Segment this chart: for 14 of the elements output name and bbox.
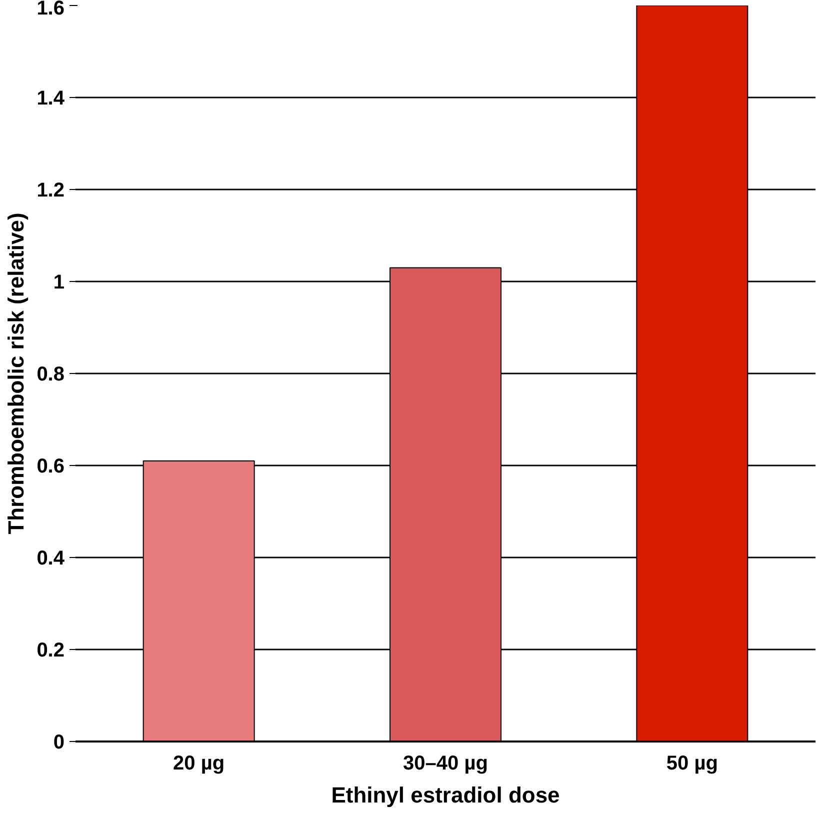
x-tick-label: 50 µg [666, 752, 718, 774]
y-tick-label: 0.2 [36, 640, 65, 662]
y-tick-label: 1 [53, 272, 64, 294]
y-axis-title: Thromboembolic risk (relative) [4, 212, 29, 534]
y-tick-label: 0.4 [36, 548, 66, 570]
y-tick-label: 0 [53, 732, 64, 754]
y-tick-label: 1.6 [36, 0, 65, 20]
y-tick-label: 1.4 [36, 88, 66, 110]
x-tick-label: 30–40 µg [403, 752, 488, 774]
x-tick-label: 20 µg [173, 752, 225, 774]
x-axis-title: Ethinyl estradiol dose [331, 782, 560, 808]
y-tick-label: 0.8 [36, 364, 65, 386]
y-tick-label: 0.6 [36, 456, 65, 478]
y-tick-label: 1.2 [36, 180, 65, 202]
